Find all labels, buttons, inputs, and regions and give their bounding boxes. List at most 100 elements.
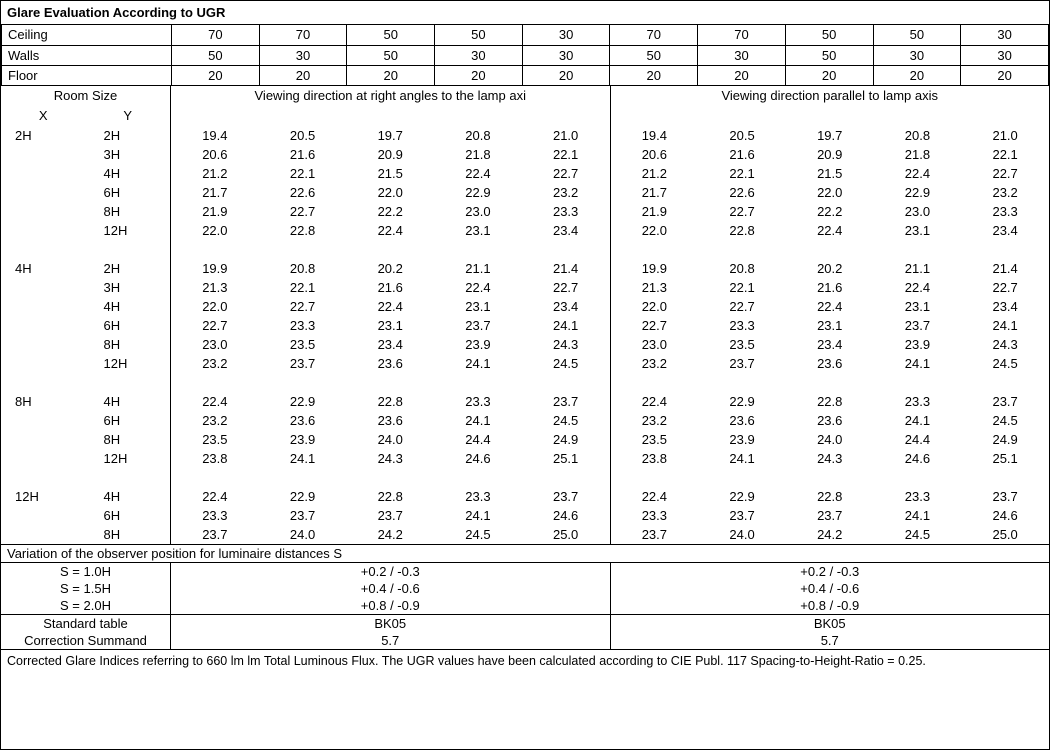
ugr-value: 23.3 [259, 316, 347, 335]
y-value: 2H [86, 126, 171, 145]
ugr-value: 23.2 [961, 183, 1049, 202]
page-title: Glare Evaluation According to UGR [1, 1, 1049, 25]
ugr-value: 20.2 [786, 259, 874, 278]
ugr-value: 24.6 [522, 506, 610, 525]
ugr-value: 23.7 [611, 525, 699, 544]
param-value: 50 [347, 25, 435, 45]
ugr-value: 20.8 [434, 126, 522, 145]
y-value: 12H [86, 449, 171, 468]
ugr-value: 21.1 [434, 259, 522, 278]
ugr-value: 22.1 [698, 164, 786, 183]
ugr-value: 22.4 [171, 392, 259, 411]
ugr-table-page: Glare Evaluation According to UGR Ceilin… [0, 0, 1050, 750]
correction-label: Correction Summand [1, 632, 171, 649]
ugr-value: 21.9 [171, 202, 259, 221]
ugr-value: 24.3 [346, 449, 434, 468]
ugr-value: 24.0 [259, 525, 347, 544]
ugr-value: 20.5 [698, 126, 786, 145]
variation-label: S = 1.5H [1, 580, 171, 597]
ugr-value: 20.5 [259, 126, 347, 145]
room-size-label: Room Size [54, 86, 118, 106]
ugr-value: 24.5 [522, 354, 610, 373]
y-value: 8H [86, 525, 171, 544]
ugr-value: 21.5 [346, 164, 434, 183]
variation-block: Variation of the observer position for l… [1, 545, 1049, 650]
ugr-value: 23.4 [786, 335, 874, 354]
param-value: 50 [785, 45, 873, 65]
ugr-value: 22.7 [171, 316, 259, 335]
room-size-column: Room Size X Y 2H2H3H4H6H8H12H 4H2H3H4H6H… [1, 86, 171, 544]
ugr-value: 21.3 [171, 278, 259, 297]
correction-val-right: 5.7 [611, 632, 1050, 649]
y-value: 8H [86, 335, 171, 354]
param-value: 30 [698, 45, 786, 65]
x-value [1, 297, 86, 316]
x-label: X [1, 106, 86, 126]
param-value: 30 [435, 45, 523, 65]
param-label: Walls [2, 45, 172, 65]
variation-value-right: +0.4 / -0.6 [611, 580, 1050, 597]
ugr-value: 22.4 [611, 392, 699, 411]
ugr-value: 21.8 [434, 145, 522, 164]
ugr-value: 22.7 [522, 278, 610, 297]
variation-label: S = 2.0H [1, 597, 171, 614]
ugr-value: 23.1 [434, 221, 522, 240]
ugr-value: 23.2 [611, 354, 699, 373]
ugr-value: 23.1 [434, 297, 522, 316]
ugr-value: 23.7 [698, 354, 786, 373]
ugr-value: 24.1 [698, 449, 786, 468]
ugr-value: 22.1 [961, 145, 1049, 164]
param-value: 20 [522, 65, 610, 85]
ugr-value: 23.6 [259, 411, 347, 430]
ugr-value: 21.6 [259, 145, 347, 164]
ugr-value: 23.0 [611, 335, 699, 354]
x-value: 4H [1, 259, 86, 278]
ugr-value: 24.5 [522, 411, 610, 430]
ugr-value: 25.0 [961, 525, 1049, 544]
param-value: 30 [961, 45, 1049, 65]
ugr-value: 23.6 [786, 411, 874, 430]
y-value: 4H [86, 297, 171, 316]
x-value [1, 449, 86, 468]
ugr-value: 22.4 [786, 297, 874, 316]
data-table-right: 19.420.519.720.821.020.621.620.921.822.1… [611, 126, 1050, 544]
x-value [1, 183, 86, 202]
param-value: 20 [961, 65, 1049, 85]
variation-value-left: +0.2 / -0.3 [171, 563, 611, 580]
ugr-value: 24.1 [434, 506, 522, 525]
variation-label: S = 1.0H [1, 563, 171, 580]
ugr-value: 23.3 [611, 506, 699, 525]
variation-title: Variation of the observer position for l… [1, 545, 1049, 563]
x-value [1, 525, 86, 544]
ugr-value: 24.6 [874, 449, 962, 468]
ugr-value: 20.2 [346, 259, 434, 278]
ugr-value: 23.6 [698, 411, 786, 430]
ugr-value: 23.7 [522, 392, 610, 411]
param-value: 20 [347, 65, 435, 85]
ugr-value: 22.7 [259, 297, 347, 316]
ugr-value: 23.2 [171, 354, 259, 373]
ugr-value: 22.4 [434, 278, 522, 297]
ugr-value: 22.4 [874, 164, 962, 183]
ugr-value: 21.7 [611, 183, 699, 202]
ugr-value: 21.9 [611, 202, 699, 221]
ugr-value: 24.5 [874, 525, 962, 544]
ugr-value: 22.7 [698, 297, 786, 316]
ugr-value: 21.3 [611, 278, 699, 297]
ugr-value: 21.7 [171, 183, 259, 202]
ugr-value: 22.9 [698, 392, 786, 411]
y-value: 3H [86, 145, 171, 164]
param-value: 20 [698, 65, 786, 85]
ugr-value: 23.4 [346, 335, 434, 354]
ugr-value: 23.3 [698, 316, 786, 335]
ugr-value: 23.0 [874, 202, 962, 221]
ugr-value: 22.0 [171, 221, 259, 240]
ugr-value: 22.2 [786, 202, 874, 221]
ugr-value: 23.3 [874, 392, 962, 411]
ugr-value: 24.1 [522, 316, 610, 335]
y-value: 6H [86, 506, 171, 525]
ugr-value: 23.4 [961, 297, 1049, 316]
ugr-value: 23.7 [259, 354, 347, 373]
ugr-value: 20.8 [698, 259, 786, 278]
ugr-value: 22.9 [698, 487, 786, 506]
